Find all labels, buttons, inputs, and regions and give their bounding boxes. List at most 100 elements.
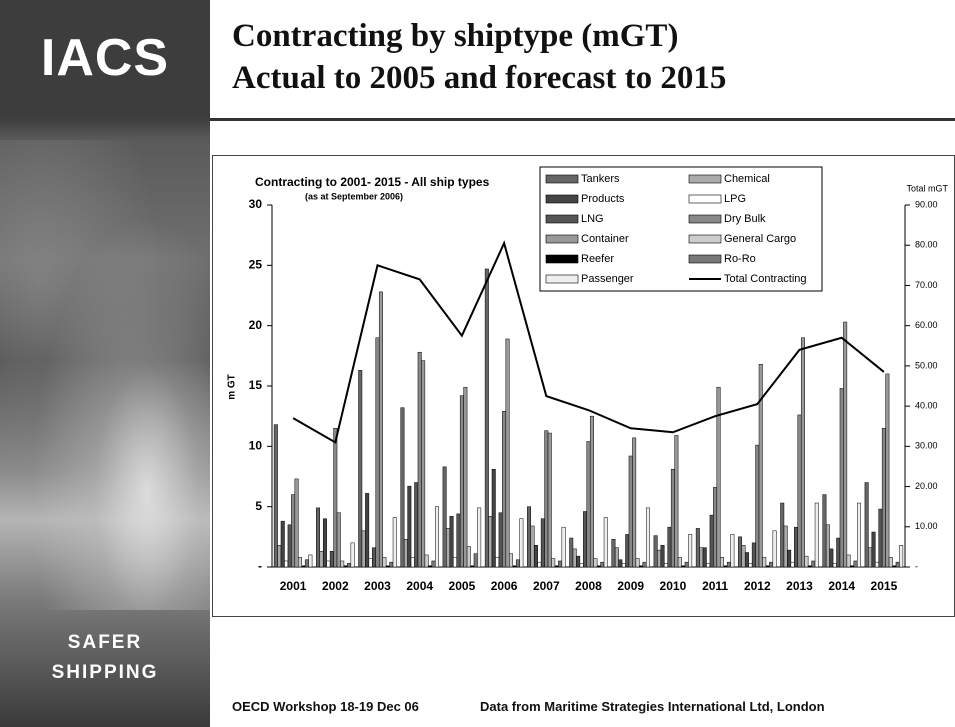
bar xyxy=(741,545,746,568)
bar xyxy=(726,561,731,568)
bar xyxy=(540,518,545,568)
bar xyxy=(375,337,380,568)
bar xyxy=(336,512,341,568)
bar xyxy=(358,370,363,568)
bar xyxy=(484,268,489,568)
legend-swatch xyxy=(688,194,722,204)
bar xyxy=(428,565,433,568)
bar xyxy=(424,554,429,568)
bar xyxy=(365,493,370,568)
side-panel: IACS SAFER SHIPPING xyxy=(0,0,210,727)
bar xyxy=(378,291,383,568)
legend-swatch xyxy=(688,254,722,264)
bar xyxy=(748,563,753,568)
bar xyxy=(895,561,900,568)
legend-swatch xyxy=(545,174,579,184)
x-tick-label: 2005 xyxy=(449,579,476,593)
bar xyxy=(864,482,869,568)
bar xyxy=(326,560,331,568)
bar xyxy=(544,430,549,568)
bar xyxy=(470,565,475,568)
bar xyxy=(699,547,704,568)
bar xyxy=(533,545,538,568)
legend-swatch xyxy=(545,254,579,264)
bar xyxy=(442,466,447,568)
bar xyxy=(551,558,556,568)
bar xyxy=(308,554,313,568)
bar xyxy=(410,557,415,568)
bar xyxy=(868,547,873,568)
bar xyxy=(787,549,792,568)
x-tick-label: 2002 xyxy=(322,579,349,593)
bar xyxy=(284,560,289,568)
legend-label: Container xyxy=(581,233,629,245)
bar xyxy=(586,441,591,568)
bar xyxy=(758,364,763,568)
sea-image xyxy=(0,140,210,610)
bar xyxy=(333,427,338,568)
legend-label: LNG xyxy=(581,213,604,225)
legend-swatch xyxy=(545,214,579,224)
legend-label: Total Contracting xyxy=(724,273,807,285)
legend-label: Chemical xyxy=(724,173,770,185)
bar xyxy=(720,557,724,568)
slide-title: Contracting by shiptype (mGT) xyxy=(232,18,679,54)
bar xyxy=(790,561,795,568)
y2-tick-label: 70.00 xyxy=(915,280,938,290)
x-tick-label: 2001 xyxy=(280,579,307,593)
x-tick-label: 2013 xyxy=(786,579,813,593)
legend-swatch xyxy=(545,234,579,244)
bar xyxy=(537,561,542,568)
bar xyxy=(713,487,718,568)
bar xyxy=(385,565,390,568)
bar xyxy=(688,534,693,568)
bar xyxy=(645,507,650,568)
bar xyxy=(400,407,405,568)
bar xyxy=(579,563,584,568)
bar xyxy=(657,549,662,568)
bar xyxy=(343,565,348,568)
bar xyxy=(751,542,756,568)
tagline-line: SAFER xyxy=(67,632,143,653)
bar xyxy=(618,559,623,568)
y-tick-label: 30 xyxy=(249,197,263,211)
bar xyxy=(280,520,285,568)
bar xyxy=(304,559,309,568)
legend-label: Products xyxy=(581,193,625,205)
bar xyxy=(459,395,464,568)
bar xyxy=(434,506,439,568)
bar xyxy=(677,557,682,568)
bar xyxy=(603,517,608,568)
slide-subtitle: Actual to 2005 and forecast to 2015 xyxy=(232,60,727,96)
legend-swatch xyxy=(688,214,722,224)
bar xyxy=(495,557,500,568)
y-tick-label: 15 xyxy=(249,378,263,392)
y2-tick-label: 10.00 xyxy=(915,521,938,531)
bar xyxy=(664,563,668,568)
bar xyxy=(829,548,834,568)
bar xyxy=(762,557,767,568)
bar xyxy=(850,565,855,568)
bar xyxy=(589,415,594,568)
bar xyxy=(875,561,879,568)
bar xyxy=(765,565,770,568)
bar xyxy=(576,555,581,568)
bar xyxy=(530,525,535,568)
bar xyxy=(463,386,468,568)
y-tick-label: - xyxy=(258,559,262,573)
legend-label: Reefer xyxy=(581,253,614,265)
bar xyxy=(839,388,844,568)
y2-tick-label: - xyxy=(915,561,918,571)
bar xyxy=(515,559,520,568)
x-tick-label: 2012 xyxy=(744,579,771,593)
bar xyxy=(291,494,296,568)
bar xyxy=(769,561,774,568)
bar xyxy=(277,545,282,568)
bar xyxy=(301,565,306,568)
y2-tick-label: 30.00 xyxy=(915,441,938,451)
bar xyxy=(421,360,426,568)
title-box: Contracting by shiptype (mGT) Actual to … xyxy=(210,0,955,121)
bar xyxy=(772,530,777,568)
bar xyxy=(491,469,496,568)
